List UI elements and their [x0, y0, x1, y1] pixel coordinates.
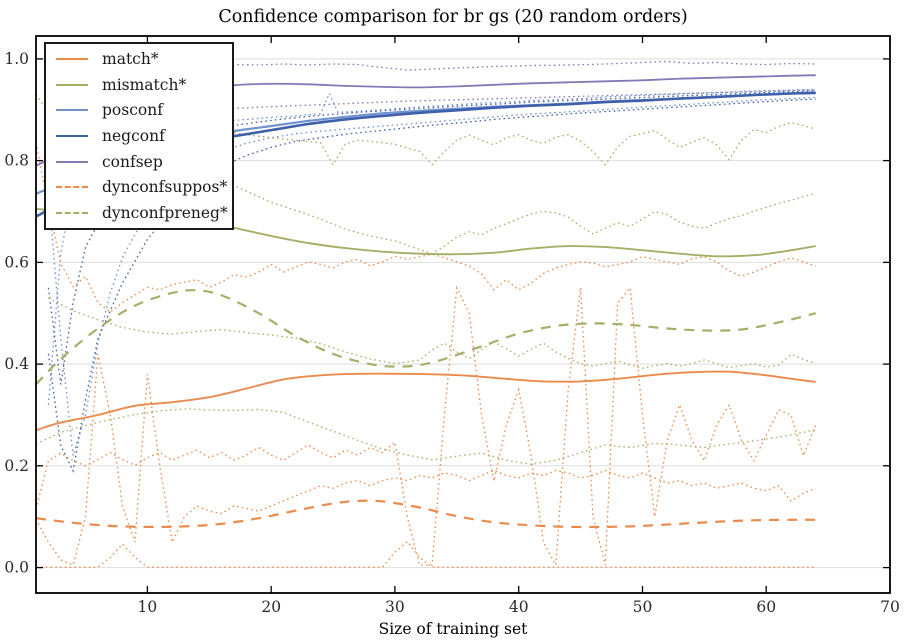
legend-line-sample: [56, 160, 88, 163]
legend-item-label: negconf: [102, 126, 165, 145]
legend-item-match: match*: [56, 50, 232, 68]
x-tick-label: 70: [880, 598, 900, 616]
x-tick-label: 40: [509, 598, 529, 616]
plot-border: [35, 35, 891, 594]
series-line-posconf-upper-envelope: [47, 88, 816, 405]
series-line-confsep-upper-envelope: [227, 60, 816, 71]
series-line-dynconfpreneg: [35, 289, 816, 386]
legend-item-label: posconf: [102, 101, 163, 120]
series-line-match-upper-envelope: [35, 142, 816, 314]
legend-line-sample: [56, 186, 88, 189]
series-line-negconf-lower-envelope: [47, 98, 816, 473]
series-line-posconf-lower-envelope: [47, 96, 816, 456]
legend-item-dynconfsuppos: dynconfsuppos*: [56, 178, 232, 196]
legend-item-label: match*: [102, 49, 159, 68]
legend-line-sample: [56, 109, 88, 112]
y-tick-label: 0.4: [4, 355, 29, 373]
x-tick-label: 30: [385, 598, 405, 616]
y-tick-label: 1.0: [4, 50, 29, 68]
legend-item-dynconfpreneg: dynconfpreneg*: [56, 204, 232, 222]
series-line-dynconfsuppos-upper-envelope: [35, 285, 817, 568]
series-line-mismatch-lower-envelope: [227, 181, 816, 255]
legend-item-confsep: confsep: [56, 153, 232, 171]
y-tick-label: 0.0: [4, 559, 29, 577]
series-line-match-lower-envelope: [36, 540, 816, 568]
x-tick-label: 60: [756, 598, 776, 616]
x-tick-label: 50: [633, 598, 653, 616]
series-line-dynconfsuppos-lower-envelope: [35, 353, 816, 566]
legend-line-sample: [56, 212, 88, 215]
legend-item-label: confsep: [102, 152, 163, 171]
series-line-dynconfsuppos: [35, 499, 816, 529]
series-line-match: [35, 370, 816, 432]
x-axis-label: Size of training set: [378, 620, 528, 638]
legend-item-label: dynconfpreneg*: [102, 204, 228, 223]
legend-line-sample: [56, 134, 88, 137]
series-line-dynconfpreneg-upper-envelope: [48, 297, 816, 369]
y-tick-label: 0.8: [4, 152, 29, 170]
legend-item-label: mismatch*: [102, 75, 187, 94]
chart-title: Confidence comparison for br gs (20 rand…: [218, 7, 688, 27]
legend-item-mismatch: mismatch*: [56, 76, 232, 94]
y-tick-label: 0.6: [4, 253, 29, 271]
x-tick-label: 10: [138, 598, 158, 616]
legend-line-sample: [56, 83, 88, 86]
legend-item-posconf: posconf: [56, 101, 232, 119]
legend-item-negconf: negconf: [56, 127, 232, 145]
series-line-mismatch-upper-envelope: [35, 94, 816, 166]
legend-line-sample: [56, 57, 88, 60]
y-tick-label: 0.2: [4, 457, 29, 475]
x-tick-label: 20: [261, 598, 281, 616]
legend-item-label: dynconfsuppos*: [102, 178, 228, 197]
legend: match* mismatch* posconf negconf confsep dync…: [44, 42, 234, 230]
